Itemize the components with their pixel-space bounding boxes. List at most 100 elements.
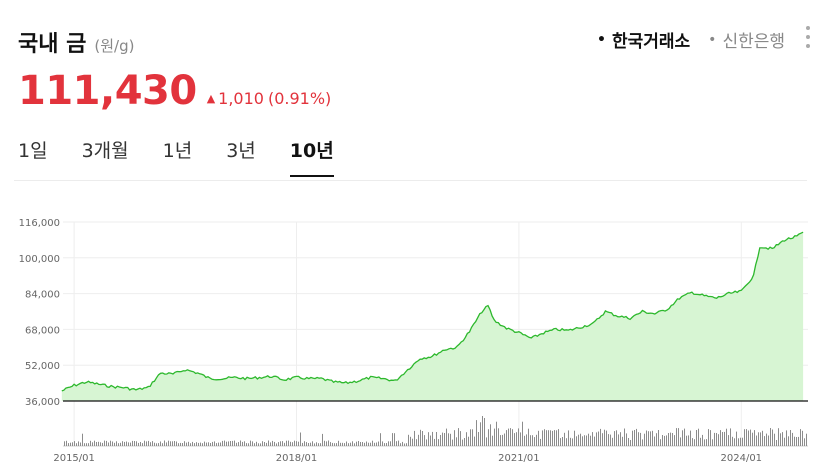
volume-bar [82, 433, 83, 446]
volume-bar [654, 436, 655, 446]
volume-bar [590, 435, 591, 446]
tab-3m[interactable]: 3개월 [81, 140, 129, 162]
volume-bar [798, 436, 799, 446]
volume-bar [728, 435, 729, 446]
volume-bar [518, 428, 519, 446]
volume-bar [520, 432, 521, 446]
volume-bar [458, 428, 459, 446]
series-line [61, 231, 804, 392]
volume-bar [140, 442, 141, 446]
volume-bar [276, 443, 277, 446]
volume-bar [80, 442, 81, 446]
volume-bar [738, 438, 739, 446]
volume-bar [706, 439, 707, 446]
volume-bar [460, 431, 461, 446]
volume-bar [422, 431, 423, 446]
volume-bar [626, 433, 627, 446]
volume-bar [116, 441, 117, 446]
volume-bar [192, 441, 193, 446]
volume-bar [94, 440, 95, 446]
volume-bar [480, 422, 481, 446]
period-tabs: 1일 3개월 1년 3년 10년 [18, 136, 368, 177]
volume-bar [64, 441, 65, 446]
volume-bar [610, 434, 611, 446]
volume-bar [124, 441, 125, 446]
volume-bar [442, 432, 443, 446]
volume-bar [240, 440, 241, 446]
volume-bar [208, 442, 209, 446]
volume-bar [134, 441, 135, 446]
volume-bar [256, 441, 257, 446]
volume-bar [272, 440, 273, 446]
volume-bar [656, 433, 657, 446]
bullet-icon: • [597, 31, 606, 48]
vertical-ellipsis-icon[interactable] [805, 26, 811, 48]
volume-bar [688, 435, 689, 446]
volume-bar [614, 431, 615, 446]
price-chart[interactable]: 116,000 100,000 84,000 68,000 52,000 36,000 20… [0, 190, 821, 476]
volume-bar [222, 440, 223, 446]
volume-bar [752, 432, 753, 446]
volume-bar [252, 441, 253, 446]
volume-bar [764, 436, 765, 446]
volume-bar [322, 433, 323, 446]
volume-bar [122, 441, 123, 446]
volume-bar [328, 440, 329, 446]
volume-bar [406, 443, 407, 446]
volume-bar [582, 436, 583, 446]
volume-bar [84, 443, 85, 446]
volume-bar [624, 428, 625, 446]
volume-bar [742, 437, 743, 446]
volume-bar [90, 440, 91, 446]
volume-bar [778, 428, 779, 446]
volume-bar [398, 440, 399, 446]
volume-bar [382, 441, 383, 446]
volume-bar [772, 429, 773, 446]
source-krx-button[interactable]: • 한국거래소 [597, 27, 690, 53]
volume-bar [358, 441, 359, 446]
volume-bar [660, 439, 661, 446]
volume-bar [250, 440, 251, 446]
volume-bar [76, 443, 77, 446]
volume-bar [148, 440, 149, 446]
volume-bar [172, 441, 173, 446]
volume-bar [218, 442, 219, 446]
volume-bar [588, 433, 589, 446]
volume-bar [244, 441, 245, 446]
volume-bar [292, 442, 293, 446]
volume-bar [472, 429, 473, 446]
volume-bar [620, 432, 621, 446]
source-shinhan-button[interactable]: • 신한은행 [708, 27, 785, 53]
volume-bar [362, 442, 363, 446]
tab-1y[interactable]: 1년 [162, 140, 193, 162]
volume-bar [456, 437, 457, 446]
volume-bar [78, 441, 79, 446]
volume-bar [414, 430, 415, 446]
volume-bar [760, 432, 761, 446]
volume-bar [666, 435, 667, 446]
tab-3y[interactable]: 3년 [226, 140, 256, 162]
volume-bar [176, 441, 177, 446]
volume-bar [528, 428, 529, 446]
volume-bar [618, 434, 619, 446]
volume-bar [226, 441, 227, 446]
tab-1d[interactable]: 1일 [18, 140, 48, 162]
volume-bar [370, 442, 371, 446]
volume-bar [690, 430, 691, 446]
volume-bar [300, 432, 301, 446]
volume-bar [512, 429, 513, 446]
volume-bar [782, 432, 783, 446]
volume-bar [66, 440, 67, 446]
tab-10y[interactable]: 10년 [289, 136, 334, 177]
volume-bar [676, 428, 677, 446]
volume-bar [440, 435, 441, 446]
volume-bar [164, 440, 165, 446]
volume-bar [564, 432, 565, 446]
volume-bar [788, 436, 789, 446]
volume-bar [668, 433, 669, 446]
volume-bar [710, 430, 711, 446]
volume-bar [110, 440, 111, 446]
volume-bar [168, 440, 169, 446]
volume-bar [410, 436, 411, 446]
volume-bar [360, 442, 361, 446]
